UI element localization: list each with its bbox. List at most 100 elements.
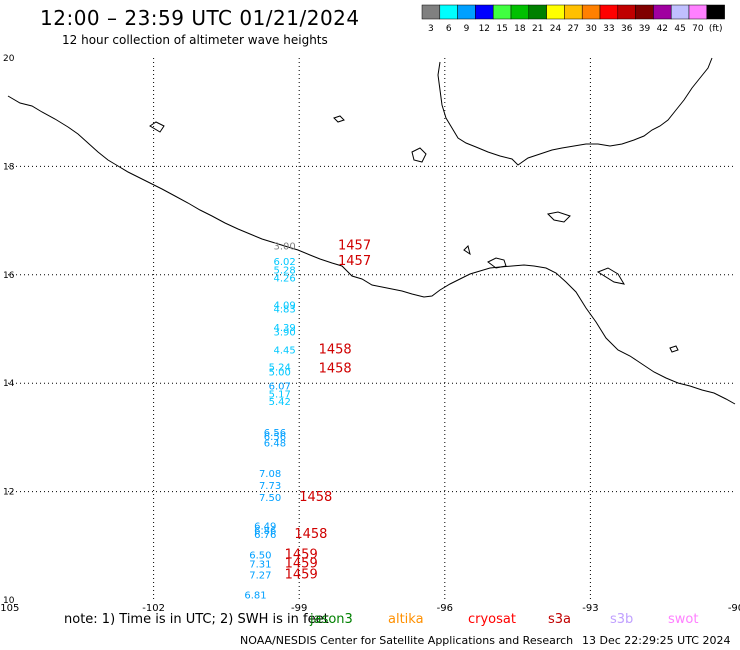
lon-tick-label: -99 (291, 603, 307, 614)
lat-tick-label: 10 (3, 596, 15, 606)
swh-value-label: 7.08 (259, 469, 281, 480)
coastal-island (149, 121, 165, 133)
pass-time-label: 1458 (299, 490, 332, 505)
legend-swatch (528, 4, 547, 20)
swh-value-label: 7.31 (249, 559, 271, 570)
swh-value-label: 5.28 (274, 266, 296, 277)
pass-time-label: 1459 (285, 547, 318, 562)
swh-value-label: 5.17 (269, 389, 291, 400)
swh-value-label: 4.09 (274, 300, 296, 311)
coastline (7, 57, 736, 405)
lon-tick-label: -105 (0, 603, 19, 614)
coastal-island (596, 267, 626, 285)
legend-label: 24 (550, 24, 562, 34)
footer-note: note: 1) Time is in UTC; 2) SWH is in fe… (64, 612, 329, 627)
satellite-s3b: s3b (610, 612, 634, 627)
swh-value-label: 6.86 (254, 526, 276, 537)
pass-time-label: 1457 (338, 238, 371, 253)
swh-observations: 3.00 6.025.284.26 4.094.83 4.393.90 4.45 5.24… (244, 241, 295, 601)
legend-swatch (688, 4, 708, 20)
swh-value-label: 4.26 (274, 273, 296, 284)
mexico-pacific-coastline (7, 95, 736, 405)
swh-value-label: 4.45 (274, 345, 296, 356)
swh-value-label: 6.02 (274, 257, 296, 268)
satellite-cryosat: cryosat (468, 612, 516, 627)
coastal-island (411, 147, 427, 163)
legend-label: 15 (496, 24, 507, 34)
swh-value-label: 6.56 (264, 428, 286, 439)
graticule: -105 -102 -99 -96 -93 -90 10 12 14 16 18 20 (0, 54, 740, 614)
legend-unit-label: (ft) (709, 24, 723, 34)
swh-value-label: 3.90 (274, 328, 296, 339)
legend-label: 21 (532, 24, 543, 34)
coastal-island (333, 115, 345, 123)
swh-value-label: 5.42 (269, 397, 291, 408)
legend-label: 33 (603, 24, 614, 34)
legend-swatch (564, 4, 583, 20)
legend-label: 6 (446, 24, 452, 34)
swh-value-label: 6.07 (269, 382, 291, 393)
pass-time-label: 1459 (285, 567, 318, 582)
footer-timestamp: 13 Dec 22:29:25 UTC 2024 (582, 634, 731, 647)
legend-swatch (670, 4, 690, 20)
lat-tick-label: 14 (3, 379, 15, 389)
swh-value-label: 5.00 (269, 368, 291, 379)
coastal-island (546, 211, 571, 223)
swh-value-label: 6.76 (254, 530, 276, 541)
satellite-jason3: jason3 (310, 612, 353, 627)
legend-swatch (421, 4, 441, 20)
pass-time-label: 1457 (338, 254, 371, 269)
swh-value-label: 6.56 (264, 432, 286, 443)
swh-value-label: 7.50 (259, 493, 281, 504)
swh-value-label: 4.83 (274, 305, 296, 316)
lat-tick-label: 20 (3, 54, 15, 64)
legend-label: 12 (479, 24, 490, 34)
legend-swatch (653, 4, 672, 20)
legend-label: 45 (674, 24, 685, 34)
lon-tick-label: -90 (728, 603, 740, 614)
pass-time-label: 1459 (285, 556, 318, 571)
coastal-island (487, 257, 507, 269)
swh-value-label: 3.00 (274, 241, 296, 252)
legend-swatch (439, 4, 458, 20)
legend-label: 36 (621, 24, 633, 34)
legend-label: 27 (568, 24, 579, 34)
legend-label: 3 (428, 24, 434, 34)
swh-value-label: 7.27 (249, 570, 271, 581)
swh-value-label: 6.81 (244, 590, 266, 601)
legend-swatch (457, 4, 476, 20)
legend-swatch (599, 4, 619, 20)
satellite-swot: swot (668, 612, 699, 627)
coastal-island (669, 345, 679, 353)
lon-tick-label: -93 (582, 603, 598, 614)
pass-time-label: 1458 (319, 361, 352, 376)
lon-tick-label: -96 (437, 603, 453, 614)
page-subtitle: 12 hour collection of altimeter wave hei… (62, 33, 328, 47)
legend-label: 70 (692, 24, 704, 34)
legend-swatch (546, 4, 565, 20)
legend-swatch (617, 4, 636, 20)
swh-value-label: 6.50 (249, 550, 271, 561)
pass-time-label: 1458 (294, 527, 327, 542)
legend-swatch (492, 4, 512, 20)
legend-label: 39 (639, 24, 651, 34)
footer-credit: NOAA/NESDIS Center for Satellite Applica… (240, 634, 574, 647)
lon-tick-label: -102 (142, 603, 165, 614)
swh-value-label: 6.49 (254, 522, 276, 533)
legend-swatch (475, 4, 494, 20)
swh-value-label: 6.48 (264, 439, 286, 450)
lat-tick-label: 18 (3, 162, 15, 172)
lat-tick-label: 12 (3, 488, 14, 498)
legend-swatch (581, 4, 601, 20)
legend-label: 42 (657, 24, 668, 34)
legend-swatch (635, 4, 654, 20)
lat-tick-label: 16 (3, 271, 15, 281)
swh-value-label: 4.39 (274, 323, 296, 334)
legend-label: 9 (464, 24, 470, 34)
page-title: 12:00 – 23:59 UTC 01/21/2024 (40, 6, 360, 30)
legend-swatch (510, 4, 530, 20)
legend-label: 30 (585, 24, 597, 34)
legend-swatch (706, 4, 725, 20)
